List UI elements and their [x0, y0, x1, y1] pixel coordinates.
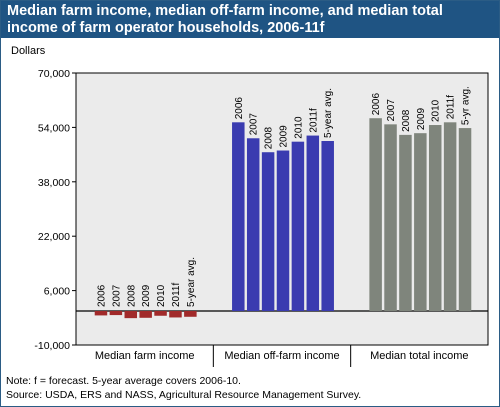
y-tick-label: -10,000: [34, 340, 70, 352]
bar: [414, 133, 427, 311]
bar: [124, 311, 138, 319]
bar: [246, 138, 260, 311]
bar-category-label: 2010: [431, 99, 442, 122]
bar-category-label: 2009: [279, 125, 290, 148]
y-tick-label: 22,000: [38, 231, 70, 243]
bar-category-label: 5-yr avg.: [461, 86, 472, 125]
bar: [428, 125, 442, 312]
bar-category-label: 5-year avg.: [186, 257, 197, 307]
y-tick-label: 6,000: [44, 286, 70, 298]
bar: [94, 311, 108, 316]
bar-category-label: 2011f: [308, 108, 319, 133]
bar: [154, 311, 167, 316]
bar-category-label: 2011f: [171, 282, 182, 307]
bar-category-label: 2010: [156, 284, 167, 307]
group-label: Median farm income: [95, 350, 195, 362]
y-tick-label: 54,000: [38, 122, 70, 134]
bar: [109, 311, 123, 316]
y-axis-unit-label: Dollars: [11, 45, 46, 57]
bar-category-label: 2009: [416, 107, 427, 130]
chart-source: Source: USDA, ERS and NASS, Agricultural…: [6, 389, 362, 401]
bar-category-label: 2007: [386, 99, 397, 122]
bar: [458, 128, 472, 311]
y-tick-label: 38,000: [38, 177, 70, 189]
bar: [321, 141, 334, 311]
bar-category-label: 2006: [371, 93, 382, 116]
bar-category-label: 2010: [293, 116, 304, 139]
bar: [261, 152, 275, 311]
bar: [399, 134, 412, 311]
bar: [306, 135, 320, 311]
bar: [232, 122, 245, 311]
bar-category-label: 2008: [126, 284, 137, 307]
chart-note: Note: f = forecast. 5-year average cover…: [6, 375, 241, 387]
bar-category-label: 2007: [249, 113, 260, 136]
bar: [443, 122, 457, 311]
bar: [184, 311, 197, 317]
bar-category-label: 2008: [264, 127, 275, 150]
chart-title-line-1: Median farm income, median off-farm inco…: [7, 3, 443, 19]
bar: [369, 118, 382, 311]
bar-category-label: 2006: [96, 284, 107, 307]
bar: [384, 124, 397, 311]
bar-category-label: 5-year avg.: [323, 88, 334, 138]
bar: [276, 150, 290, 311]
bar-category-label: 2008: [401, 109, 412, 132]
chart-title-line-2: income of farm operator households, 2006…: [7, 20, 325, 36]
bar-category-label: 2006: [234, 97, 245, 120]
chart-title: Median farm income, median off-farm inco…: [1, 1, 499, 38]
bar-category-label: 2009: [141, 284, 152, 307]
bar-category-label: 2007: [111, 284, 122, 307]
y-tick-label: 70,000: [38, 68, 70, 80]
group-label: Median off-farm income: [224, 350, 339, 362]
group-label: Median total income: [370, 350, 468, 362]
bar: [169, 311, 182, 318]
bar: [139, 311, 152, 318]
bar-category-label: 2011f: [446, 95, 457, 120]
bar: [291, 141, 305, 311]
